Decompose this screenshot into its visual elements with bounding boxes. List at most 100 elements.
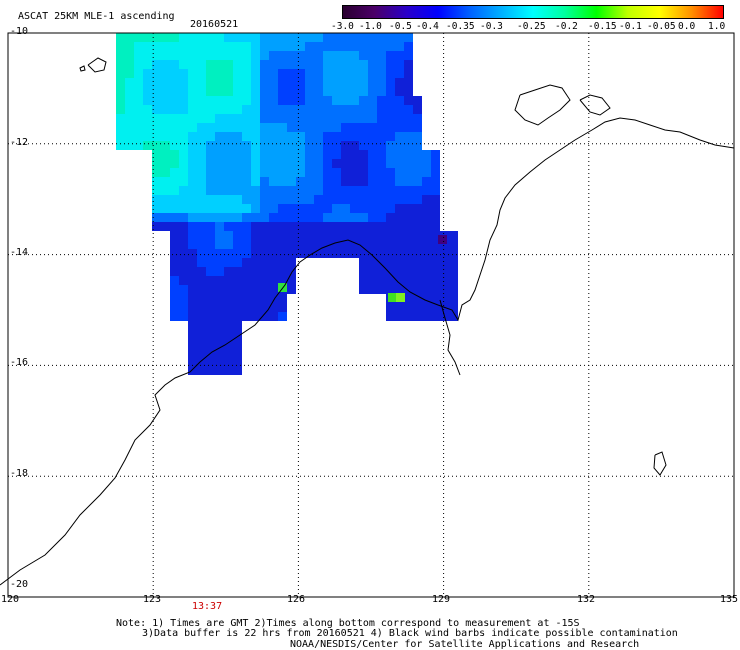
wind-cell	[260, 231, 269, 240]
wind-cell	[404, 123, 413, 132]
wind-cell	[305, 159, 314, 168]
wind-cell	[260, 33, 269, 42]
wind-cell	[161, 204, 170, 213]
wind-cell	[188, 294, 197, 303]
wind-cell	[368, 285, 377, 294]
wind-cell	[413, 159, 422, 168]
wind-cell	[404, 222, 413, 231]
wind-cell	[269, 168, 278, 177]
wind-cell	[197, 321, 206, 330]
wind-cell	[323, 123, 332, 132]
wind-cell	[251, 267, 260, 276]
wind-cell	[296, 69, 305, 78]
wind-cell	[197, 96, 206, 105]
wind-cell	[152, 141, 161, 150]
wind-cell	[179, 231, 188, 240]
wind-cell	[215, 258, 224, 267]
wind-cell	[296, 240, 305, 249]
wind-cell	[233, 42, 242, 51]
wind-cell	[233, 303, 242, 312]
wind-cell	[134, 51, 143, 60]
wind-cell	[287, 177, 296, 186]
wind-cell	[170, 222, 179, 231]
wind-cell	[305, 60, 314, 69]
wind-cell	[287, 222, 296, 231]
wind-cell	[359, 105, 368, 114]
wind-cell	[350, 213, 359, 222]
wind-cell	[269, 258, 278, 267]
wind-cell	[296, 231, 305, 240]
wind-cell	[386, 249, 395, 258]
wind-cell	[332, 87, 341, 96]
wind-cell	[188, 303, 197, 312]
wind-cell	[161, 150, 170, 159]
wind-cell	[188, 42, 197, 51]
wind-cell	[323, 96, 332, 105]
wind-cell	[296, 114, 305, 123]
wind-cell	[332, 78, 341, 87]
colorbar-tick-label: -0.05	[647, 21, 676, 32]
wind-cell	[197, 240, 206, 249]
wind-cell	[215, 267, 224, 276]
wind-cell	[197, 105, 206, 114]
wind-cell	[386, 285, 395, 294]
wind-cell	[269, 87, 278, 96]
colorbar-gradient	[342, 5, 724, 19]
wind-cell	[278, 60, 287, 69]
wind-cell	[431, 276, 440, 285]
wind-cell	[179, 222, 188, 231]
wind-cell	[206, 222, 215, 231]
wind-cell	[134, 141, 143, 150]
lat-label-20: -20	[10, 579, 29, 590]
wind-cell	[224, 258, 233, 267]
wind-cell	[143, 33, 152, 42]
wind-cell	[161, 195, 170, 204]
wind-cell	[233, 213, 242, 222]
wind-cell	[215, 213, 224, 222]
wind-cell	[332, 213, 341, 222]
wind-cell	[188, 276, 197, 285]
wind-cell	[287, 249, 296, 258]
note-line-3: NOAA/NESDIS/Center for Satellite Applica…	[290, 639, 640, 650]
colorbar-tick-label: -1.0	[359, 21, 382, 32]
wind-cell	[269, 159, 278, 168]
wind-cell	[224, 366, 233, 375]
wind-cell	[314, 195, 323, 204]
wind-cell	[215, 186, 224, 195]
wind-cell	[233, 96, 242, 105]
wind-cell	[278, 186, 287, 195]
wind-cell	[395, 69, 404, 78]
wind-cell	[170, 123, 179, 132]
wind-cell	[170, 186, 179, 195]
wind-cell	[413, 249, 422, 258]
wind-cell	[438, 235, 447, 244]
wind-cell	[116, 123, 125, 132]
wind-cell	[161, 132, 170, 141]
wind-cell	[242, 186, 251, 195]
wind-cell	[332, 186, 341, 195]
wind-cell	[395, 231, 404, 240]
wind-cell	[242, 285, 251, 294]
wind-cell	[287, 150, 296, 159]
wind-cell	[179, 60, 188, 69]
wind-cell	[404, 258, 413, 267]
wind-cell	[377, 42, 386, 51]
wind-cell	[224, 294, 233, 303]
wind-cell	[341, 195, 350, 204]
wind-cell	[233, 114, 242, 123]
wind-cell	[197, 276, 206, 285]
wind-cell	[386, 69, 395, 78]
wind-cell	[368, 132, 377, 141]
wind-cell	[269, 141, 278, 150]
wind-cell	[161, 159, 170, 168]
wind-cell	[116, 78, 125, 87]
wind-cell	[152, 60, 161, 69]
wind-cell	[395, 33, 404, 42]
wind-cell	[350, 195, 359, 204]
wind-cell	[368, 114, 377, 123]
wind-cell	[404, 186, 413, 195]
wind-cell	[413, 267, 422, 276]
wind-cell	[296, 195, 305, 204]
wind-cell	[359, 285, 368, 294]
wind-cell	[314, 204, 323, 213]
